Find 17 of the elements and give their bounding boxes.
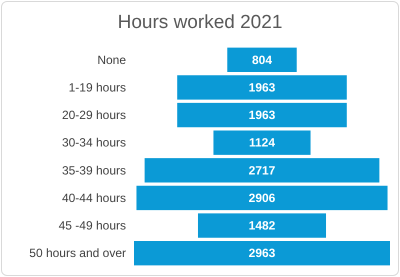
category-label: 45 -49 hours bbox=[58, 218, 126, 233]
data-label: 1963 bbox=[248, 80, 276, 94]
data-label: 2963 bbox=[248, 246, 276, 260]
data-label: 1124 bbox=[248, 136, 276, 150]
category-label: 50 hours and over bbox=[29, 246, 126, 260]
category-label: 40-44 hours bbox=[62, 190, 126, 205]
data-label: 2906 bbox=[248, 190, 276, 205]
category-label: None bbox=[97, 52, 126, 67]
category-label: 20-29 hours bbox=[62, 108, 126, 122]
data-label: 804 bbox=[252, 52, 272, 67]
text: Hours worked 2021 bbox=[118, 12, 282, 33]
category-label: 1-19 hours bbox=[68, 80, 126, 94]
data-label: 1482 bbox=[248, 218, 276, 233]
category-label: 35-39 hours bbox=[62, 163, 126, 178]
data-label: 1963 bbox=[248, 108, 276, 122]
category-label: 30-34 hours bbox=[62, 136, 126, 150]
data-label: 2717 bbox=[248, 163, 276, 178]
